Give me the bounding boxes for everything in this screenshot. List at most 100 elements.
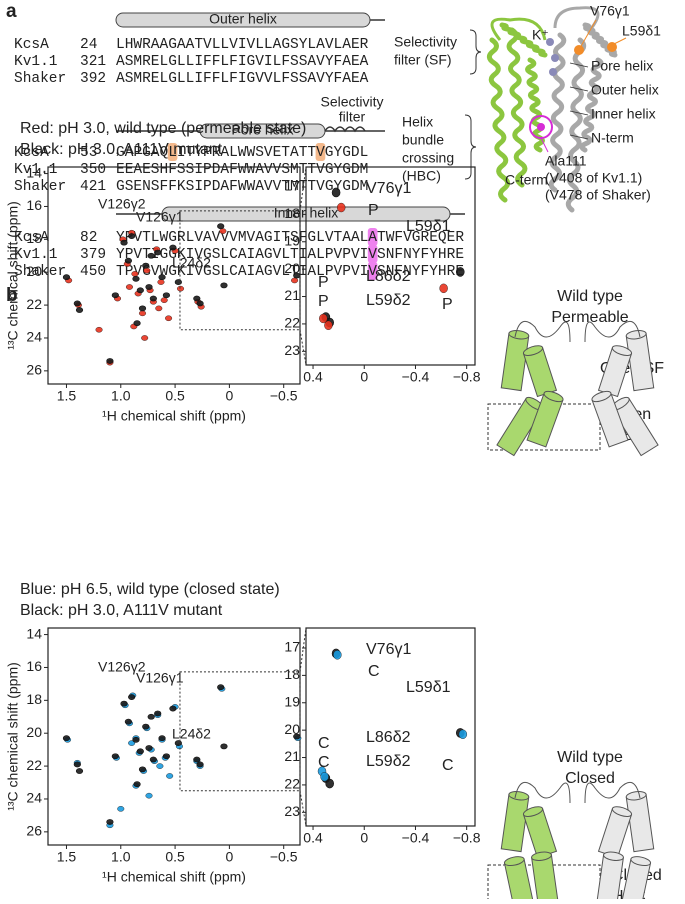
protein-name: Shaker (14, 179, 66, 195)
peak (219, 228, 227, 234)
residue-highlight (367, 245, 378, 263)
peak-annotation: V76γ1 (366, 641, 411, 658)
peak (333, 650, 342, 660)
y-tick-label: 22 (26, 757, 42, 773)
peak-annotation: P (318, 293, 329, 310)
helix-cylinder (115, 12, 371, 28)
peak (220, 282, 228, 289)
peak (128, 694, 136, 700)
peak (455, 267, 465, 277)
cylinder-top (543, 390, 564, 403)
peak (169, 705, 177, 712)
residue-sphere (607, 42, 617, 52)
x-tick-label: −0.8 (453, 830, 481, 846)
filter-wave (324, 126, 366, 133)
x-tick-label: −0.5 (270, 388, 298, 404)
peak (217, 684, 225, 691)
structure-label: N-term (591, 130, 634, 146)
peak-annotation: P (368, 202, 379, 219)
hbc-label: (HBC) (402, 168, 441, 184)
peak (291, 277, 299, 284)
loop (553, 6, 600, 31)
y-tick-label: 23 (284, 803, 300, 819)
y-tick-label: 14 (26, 164, 42, 180)
loop (584, 320, 641, 343)
x-tick-label: 1.5 (57, 388, 77, 404)
helix-cylinder (625, 791, 655, 853)
leader (569, 110, 589, 116)
cartoon-title: Permeable (551, 309, 628, 326)
peak (324, 320, 333, 330)
peak (120, 239, 128, 246)
structure-label: Pore helix (591, 58, 653, 74)
zoom-connector (299, 166, 307, 211)
peak (132, 736, 140, 743)
cartoon-title: Closed (565, 770, 615, 787)
sequence: ASMRELGLLIFFLFIGVVLFSSAVYFAEA (116, 71, 369, 87)
sequence: LHWRAAGAATVLLVIVLLAGSYLAVLAER (116, 37, 369, 53)
peak (111, 753, 119, 760)
panel-label: b (6, 285, 18, 306)
residue-start: 321 (80, 54, 106, 70)
hbc-label: Helix (402, 114, 433, 130)
y-tick-label: 22 (284, 776, 300, 792)
y-tick-label: 21 (284, 287, 300, 303)
peak-annotation: L86δ2 (366, 729, 411, 746)
y-tick-label: 20 (284, 721, 300, 737)
y-tick-label: 18 (284, 666, 300, 682)
peak (331, 187, 341, 198)
peak (138, 305, 147, 312)
residue-sphere (574, 45, 584, 55)
sequence: ITYPRALWWSVETATT (177, 145, 317, 161)
sequence: GAPGAQ (116, 145, 169, 161)
peak-annotation: L86δ2 (366, 268, 411, 285)
sequence: V (368, 247, 377, 263)
protein-name: Shaker (14, 71, 66, 87)
helix-cylinder (522, 345, 558, 398)
peak-annotation: V126γ1 (136, 209, 184, 225)
y-tick-label: 20 (26, 724, 42, 740)
ribbon (506, 27, 528, 188)
y-axis-label: ¹³C chemical shift (ppm) (5, 201, 21, 350)
hbc-label: crossing (402, 150, 454, 166)
residue-start: 450 (80, 264, 106, 280)
structure-label: C-term (505, 172, 548, 188)
peak-annotation: C (368, 663, 380, 680)
sf-label: filter (SF) (394, 52, 452, 68)
peak-annotation: V126γ2 (98, 196, 146, 212)
x-tick-label: 0.5 (165, 849, 185, 865)
x-tick-label: −0.8 (453, 369, 481, 385)
protein-name: Kv1.1 (14, 54, 58, 70)
plot-frame (305, 627, 476, 827)
ribbon (525, 57, 545, 153)
zoom-connector (299, 627, 307, 672)
x-tick-label: 0.4 (303, 830, 323, 846)
peak (193, 295, 201, 302)
x-tick-label: 0.5 (165, 388, 185, 404)
peak (217, 223, 225, 230)
peak (124, 257, 132, 264)
peak-annotation: L59δ2 (366, 753, 411, 770)
peak-annotation: P (442, 296, 453, 313)
ion (546, 38, 554, 46)
cylinder-body (531, 854, 559, 904)
peak-annotation: V126γ2 (98, 659, 146, 675)
y-tick-label: 24 (26, 329, 42, 345)
residue-start: 392 (80, 71, 106, 87)
zoom-box (179, 210, 301, 331)
peak (147, 252, 155, 259)
x-tick-label: 0 (225, 388, 233, 404)
peak (158, 274, 166, 281)
helix-cylinder (531, 851, 559, 904)
peak (145, 792, 153, 799)
peak (458, 729, 468, 739)
sequence: SNFNYFYHRE (377, 247, 464, 263)
leader (569, 134, 589, 140)
x-tick-label: 1.0 (111, 849, 131, 865)
ribbon (499, 22, 548, 58)
x-axis-label: ¹H chemical shift (ppm) (102, 869, 246, 885)
leader (540, 137, 549, 153)
legend-entry: Red: pH 3.0, wild type (permeable state) (20, 120, 306, 137)
peak (145, 745, 153, 751)
